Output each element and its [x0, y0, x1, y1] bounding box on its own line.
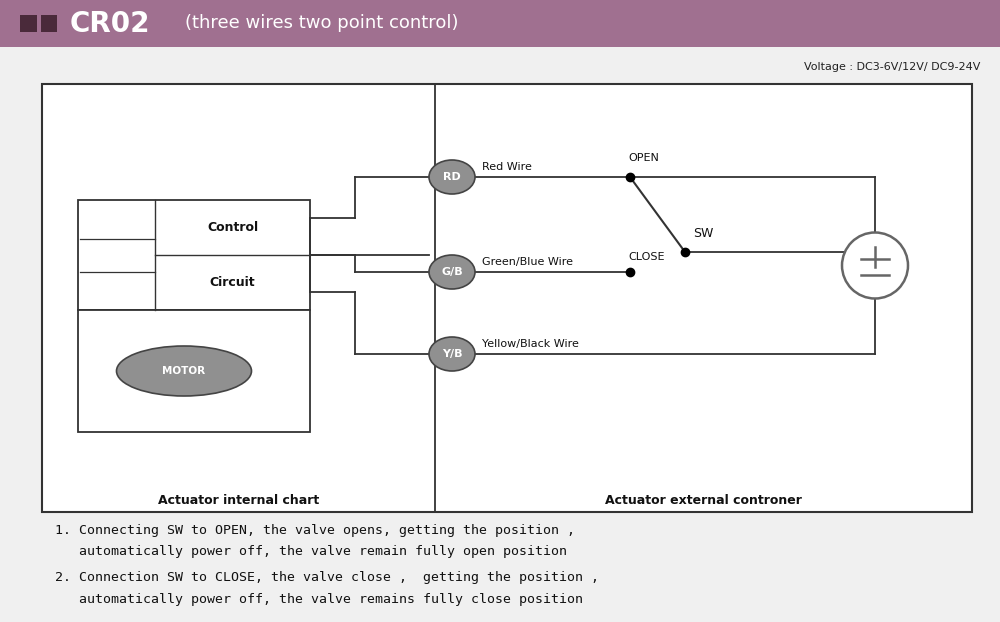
Ellipse shape	[116, 346, 252, 396]
Text: CR02: CR02	[70, 9, 150, 37]
Text: Voltage : DC3-6V/12V/ DC9-24V: Voltage : DC3-6V/12V/ DC9-24V	[804, 62, 980, 72]
Circle shape	[842, 233, 908, 299]
Ellipse shape	[429, 337, 475, 371]
Text: Circuit: Circuit	[210, 276, 255, 289]
Text: OPEN: OPEN	[628, 153, 659, 163]
Text: Red Wire: Red Wire	[482, 162, 532, 172]
Bar	[20, 16, 36, 32]
Bar	[0, 0, 1000, 47]
Text: Y/B: Y/B	[442, 349, 462, 359]
Text: Actuator external controner: Actuator external controner	[605, 493, 802, 506]
Text: Actuator internal chart: Actuator internal chart	[158, 493, 319, 506]
Bar	[40, 16, 57, 32]
Text: 1. Connecting SW to OPEN, the valve opens, getting the position ,: 1. Connecting SW to OPEN, the valve open…	[55, 524, 575, 537]
Text: (three wires two point control): (three wires two point control)	[185, 14, 458, 32]
Bar	[42, 84, 972, 512]
Text: 2. Connection SW to CLOSE, the valve close ,  getting the position ,: 2. Connection SW to CLOSE, the valve clo…	[55, 571, 599, 584]
Ellipse shape	[429, 255, 475, 289]
Text: automatically power off, the valve remain fully open position: automatically power off, the valve remai…	[55, 545, 567, 559]
Text: CLOSE: CLOSE	[628, 252, 664, 262]
Text: RD: RD	[443, 172, 461, 182]
Text: G/B: G/B	[441, 267, 463, 277]
Text: Green/Blue Wire: Green/Blue Wire	[482, 257, 573, 267]
Bar	[78, 200, 310, 310]
Ellipse shape	[429, 160, 475, 194]
Text: automatically power off, the valve remains fully close position: automatically power off, the valve remai…	[55, 593, 583, 606]
Text: Control: Control	[207, 221, 258, 234]
Text: Yellow/Black Wire: Yellow/Black Wire	[482, 339, 579, 349]
Bar	[78, 310, 310, 432]
Text: SW: SW	[693, 227, 713, 240]
Text: MOTOR: MOTOR	[162, 366, 206, 376]
